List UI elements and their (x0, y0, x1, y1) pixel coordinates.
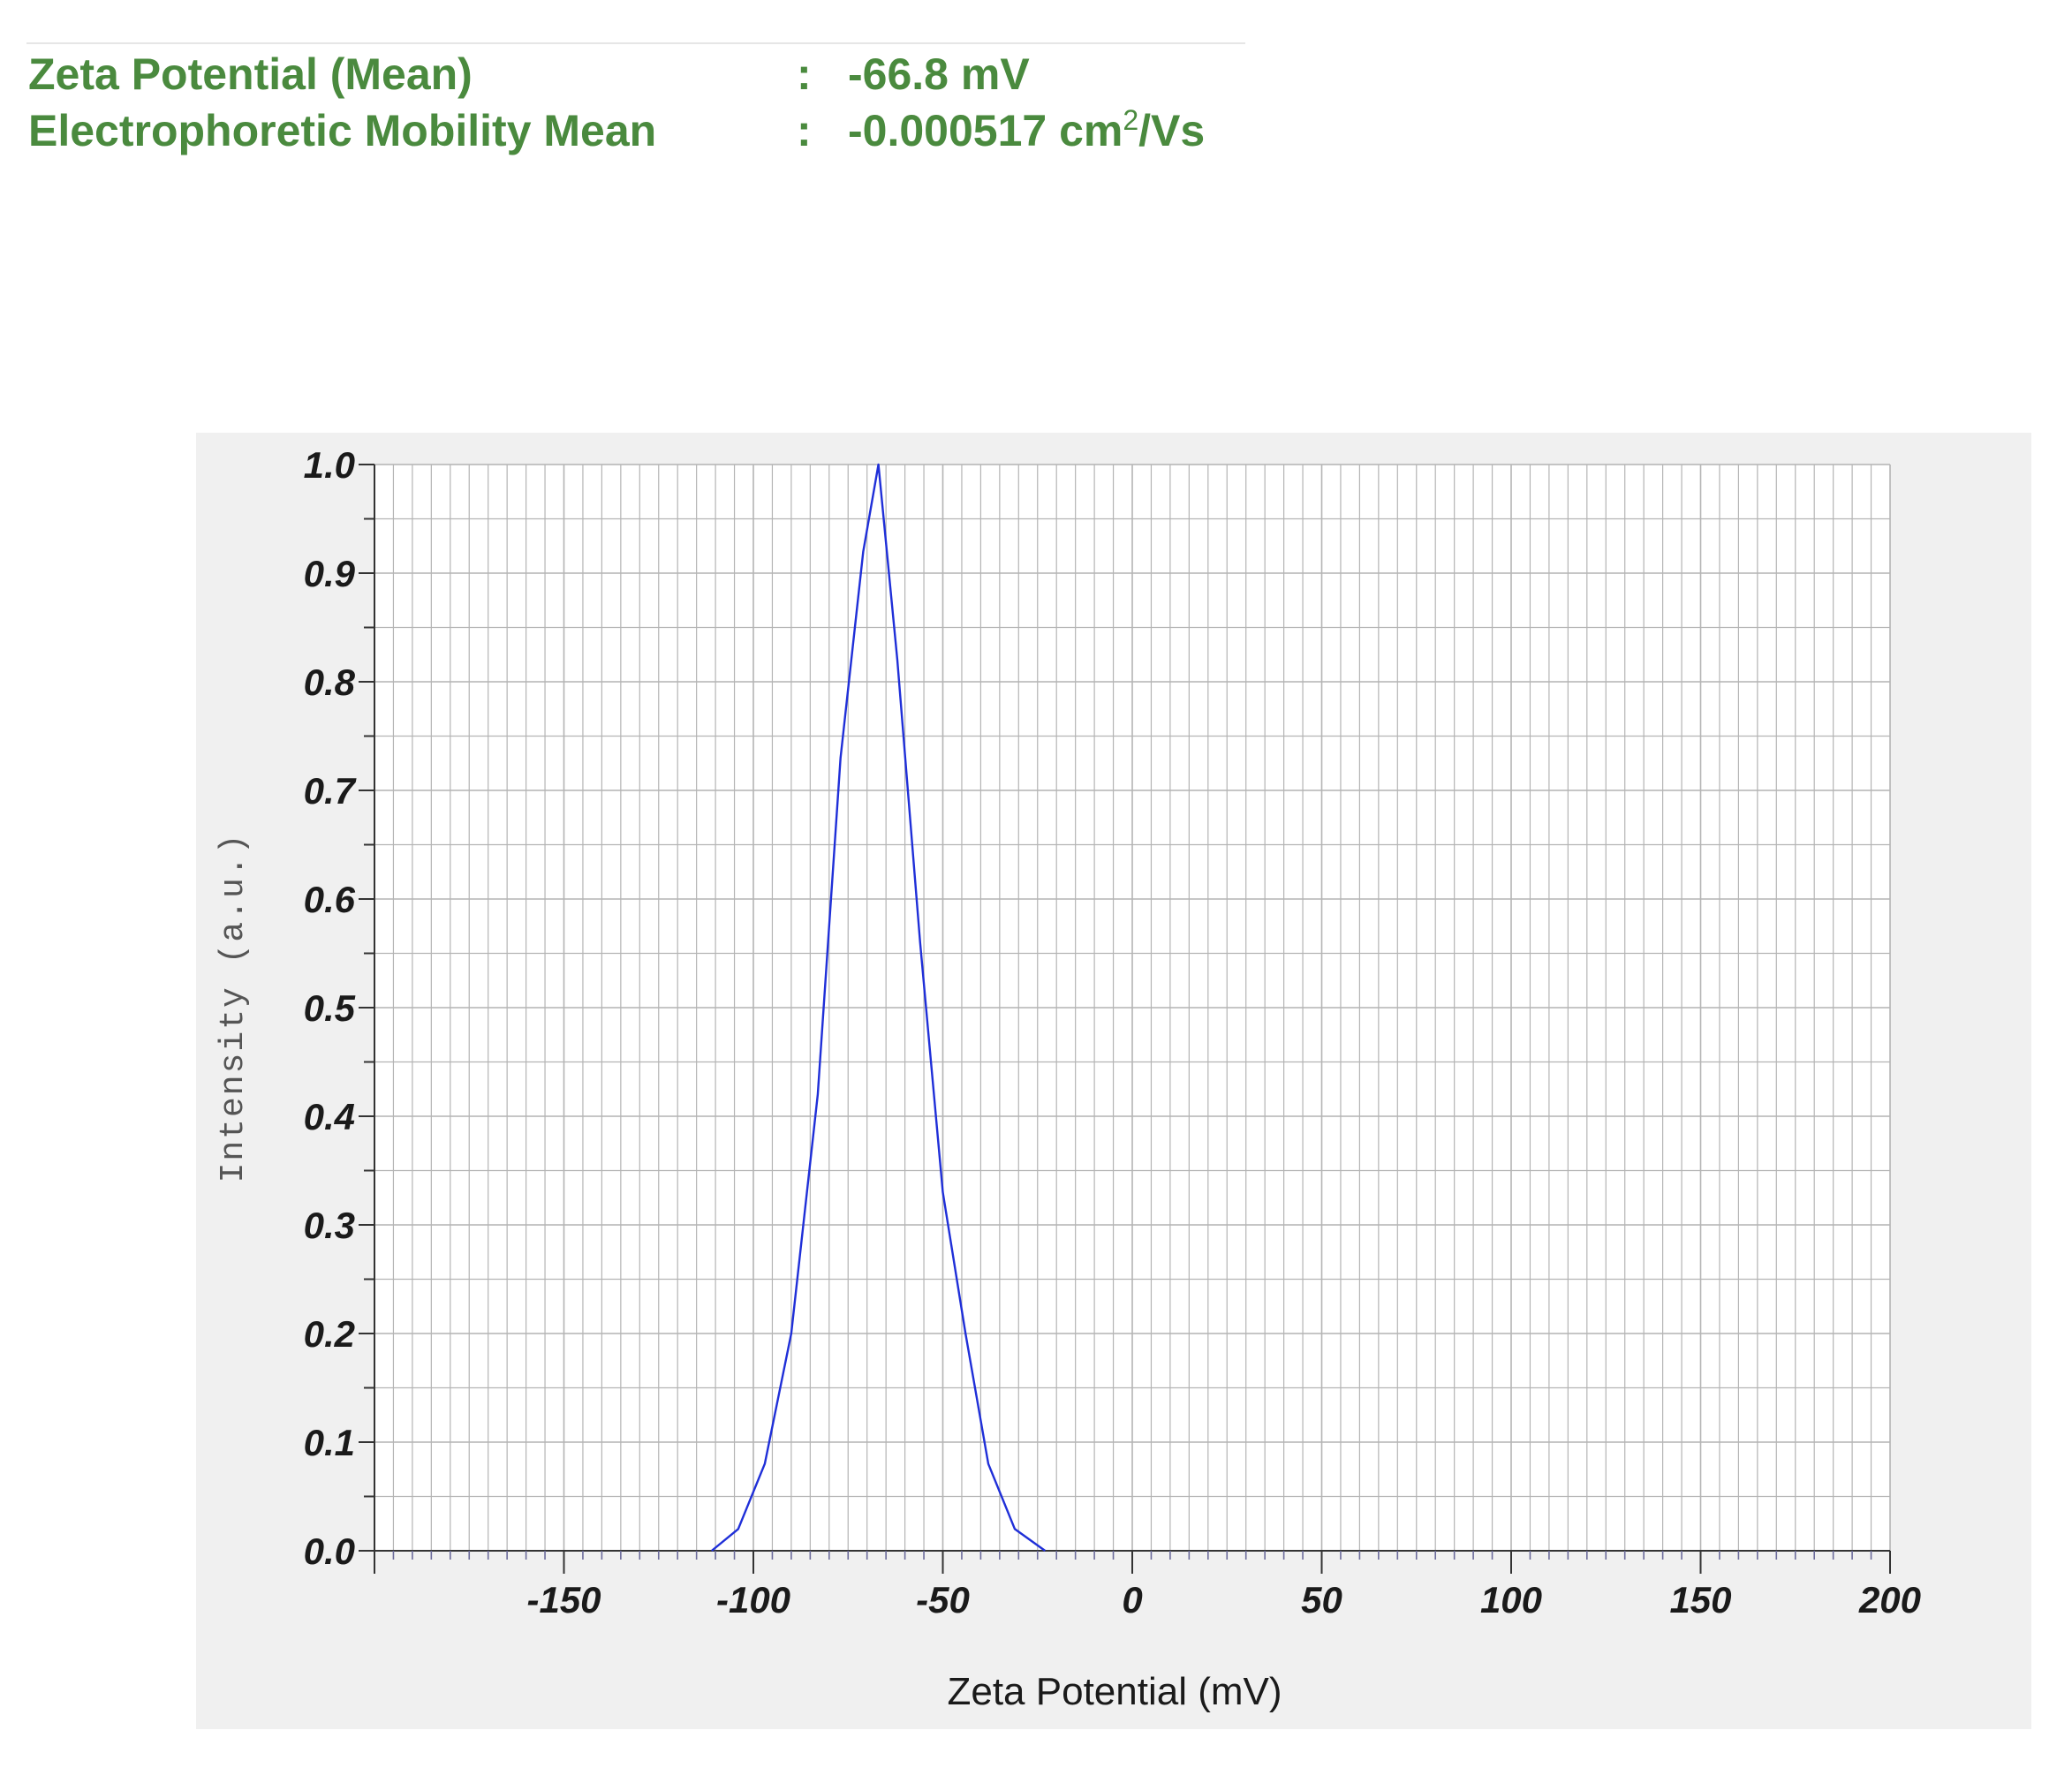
y-tick-label: 0.2 (304, 1313, 355, 1355)
x-tick-label: 0 (1122, 1579, 1142, 1621)
series-line (711, 463, 1046, 1552)
mobility-value: -0.000517 cm2/Vs (848, 102, 1205, 159)
x-tick-label: 100 (1480, 1579, 1542, 1621)
mobility-value-unit: /Vs (1138, 106, 1206, 155)
y-axis-title: Intensity (a.u.) (215, 833, 253, 1183)
grid-major (374, 464, 1891, 1552)
x-tick-label: -150 (526, 1579, 601, 1621)
y-tick-labels: 0.0 0.1 0.2 0.3 0.4 0.5 0.6 0.7 0.8 0.9 1.0 (304, 444, 357, 1572)
y-tick-label: 0.6 (304, 879, 356, 920)
y-tick-label: 0.5 (304, 987, 356, 1029)
x-tick-label: -50 (916, 1579, 970, 1621)
x-tick-label: 50 (1301, 1579, 1342, 1621)
y-tick-label: 0.9 (304, 553, 356, 594)
mobility-colon: : (797, 106, 812, 155)
x-axis-title: Zeta Potential (mV) (947, 1670, 1282, 1713)
y-tick-label: 0.7 (304, 770, 357, 812)
series-layer (711, 463, 1046, 1552)
axes (359, 464, 1891, 1574)
x-minor-ticks (392, 1551, 1872, 1560)
zeta-potential-colon: : (797, 49, 812, 99)
y-tick-label: 0.0 (304, 1530, 355, 1572)
y-tick-label: 1.0 (304, 444, 355, 486)
zeta-potential-chart: 0.00.10.20.30.40.50.60.70.80.91.0 -150 -1… (215, 444, 1921, 1713)
zeta-potential-label: Zeta Potential (Mean) (28, 49, 473, 99)
zeta-potential-value: -66.8 mV (848, 49, 1030, 99)
x-tick-label: 200 (1858, 1579, 1921, 1621)
chart-panel: 0.0 0.1 0.2 0.3 0.4 0.5 0.6 0.7 0.8 0.9 1.0 -150 -1… (196, 433, 2031, 1729)
y-tick-label: 0.4 (304, 1096, 355, 1137)
x-tick-labels: -150 -100 -50 0 50 100 150 200 (526, 1579, 1921, 1621)
x-tick-label: 150 (1669, 1579, 1731, 1621)
y-tick-label: 0.8 (304, 661, 356, 703)
y-tick-label: 0.3 (304, 1205, 355, 1246)
x-tick-label: -100 (716, 1579, 790, 1621)
y-tick-label: 0.1 (304, 1422, 355, 1463)
top-divider (26, 42, 1245, 44)
mobility-label: Electrophoretic Mobility Mean (28, 106, 657, 155)
mobility-value-main: -0.000517 cm (848, 106, 1123, 155)
mobility-value-superscript: 2 (1123, 104, 1139, 136)
